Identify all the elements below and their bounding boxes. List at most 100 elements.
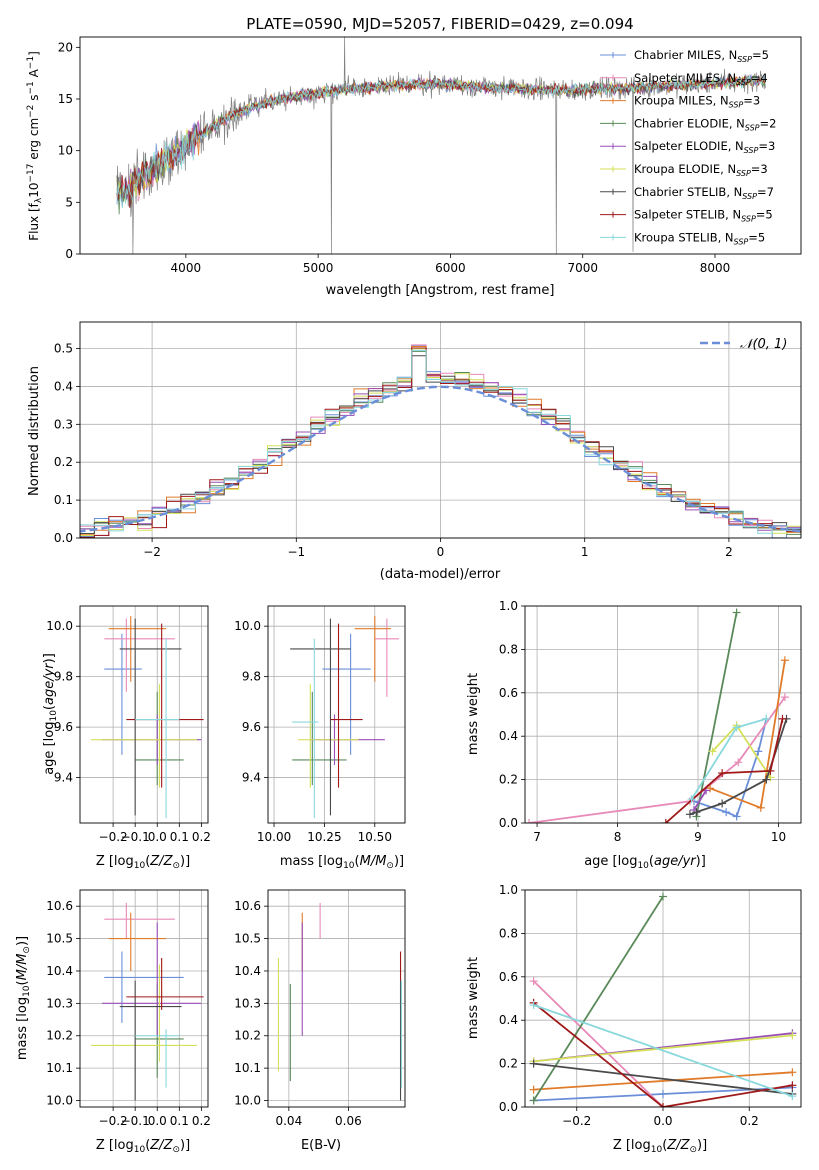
normal-legend-label: 𝒩(0, 1) [740,337,787,352]
legend-subscript: SSP [736,78,751,87]
normal-curve [80,385,801,533]
z-weight-line-kroupa_stelib [533,1004,793,1098]
z-age-xtick-label: −0.2 [99,830,128,844]
z-age-frame [79,605,209,824]
histogram-xtick-label: −2 [143,545,161,559]
mass-age-frame [267,605,406,824]
histogram-data [80,344,801,538]
mass-age-data [290,616,399,818]
spectrum-ytick-label: 10 [58,144,73,158]
z-mass-xtick-label: 0.0 [148,1114,167,1128]
z-mass-ytick-label: 10.2 [46,1029,73,1043]
svg-text:Flux [fλ10−17 erg cm−2 s−1 A−1: Flux [fλ10−17 erg cm−2 s−1 A−1] [26,51,44,241]
histogram-ylabel: Normed distribution [27,366,42,496]
legend-subscript: SSP [745,123,760,132]
z-age-xtick-label: 0.1 [170,830,189,844]
z-weight-line-kroupa_miles [533,1071,793,1091]
z-weight-line-salpeter_stelib [533,1002,793,1107]
z-mass-ytick-label: 10.5 [46,932,73,946]
z-weight-ytick-label: 0.4 [499,1013,518,1027]
histogram-ytick-label: 0.1 [54,493,73,507]
age-weight-ytick-label: 1.0 [499,599,518,613]
z-weight-ylabel: mass weight [466,957,481,1039]
z-weight-ytick-label: 1.0 [499,883,518,897]
mass-age-xtick-label: 10.00 [257,830,291,844]
histogram-xtick-label: 1 [581,545,589,559]
ebv-mass-ytick-label: 10.1 [234,1061,261,1075]
legend-nssp: =3 [751,162,768,176]
mass-age-axes: 10.00 10.25 10.50 9.4 9.6 9.8 10.0 [234,605,406,844]
z-mass-ytick-label: 10.4 [46,964,73,978]
z-weight-line-salpeter_miles [532,980,664,1107]
mass-age-xtick-label: 10.25 [307,830,341,844]
age-weight-line-salpeter_miles [528,696,786,823]
legend-subscript: SSP [736,169,751,178]
z-mass-data [91,902,204,1101]
mass-age-ytick-label: 9.6 [242,720,261,734]
legend-nssp: =4 [751,71,768,85]
histogram-ytick-label: 0.4 [54,379,73,393]
age-weight-ylabel: mass weight [466,673,481,755]
svg-text:mass [log10(M/M⊙)]: mass [log10(M/M⊙)] [15,936,32,1060]
histogram-ytick-label: 0.2 [54,455,73,469]
z-mass-xtick-label: 0.1 [170,1114,189,1128]
z-age-ytick-label: 10.0 [46,619,73,633]
legend-subscript: SSP [734,237,749,246]
age-weight-xtick-label: 7 [533,830,541,844]
svg-text:Z [log10(Z/Z⊙)]: Z [log10(Z/Z⊙)] [96,854,190,871]
svg-text:mass [log10(M/M⊙)]: mass [log10(M/M⊙)] [280,854,404,871]
z-mass-axes: −0.2−0.10.0 0.1 0.2 10.0 10.1 10.2 10.3 10.4 10.… [46,889,211,1128]
spectrum-xtick-label: 5000 [303,261,334,275]
age-weight-grid [525,605,801,824]
z-age-xlabel: Z [log10(Z/Z⊙)] [96,854,190,871]
age-weight-xtick-label: 9 [694,830,702,844]
age-weight-ytick-label: 0.0 [499,816,518,830]
z-age-axes: −0.2−0.10.0 0.1 0.2 9.4 9.6 9.8 10.0 [46,605,211,844]
svg-text:Z [log10(Z/Z⊙)]: Z [log10(Z/Z⊙)] [96,1138,190,1155]
spectrum-ytick-label: 5 [65,195,73,209]
z-weight-xtick-label: 0.0 [653,1114,672,1128]
model-spectrum-kroupa_stelib [116,74,766,209]
z-mass-xlabel: Z [log10(Z/Z⊙)] [96,1138,190,1155]
histogram-xlabel: (data-model)/error [380,567,501,582]
legend-subscript: SSP [741,215,756,224]
z-mass-ytick-label: 10.3 [46,996,73,1010]
z-mass-ytick-label: 10.1 [46,1061,73,1075]
ebv-mass-data [277,902,402,1101]
ebv-mass-ytick-label: 10.5 [234,932,261,946]
age-weight-line-salpeter_elodie [693,790,707,811]
ebv-mass-axes: 0.04 0.06 10.0 10.1 10.2 10.3 10.4 10.5 10.6 [234,889,406,1128]
spectrum-ylabel: Flux [fλ10−17 erg cm−2 s−1 A−1] [26,51,44,241]
z-mass-frame [79,889,209,1108]
z-mass-grid [80,890,208,1107]
z-mass-xtick-label: 0.2 [192,1114,211,1128]
z-weight-axes: −0.2 0.0 0.2 0.0 0.2 0.4 0.6 0.8 1.0 [499,883,802,1128]
ebv-mass-xtick-label: 0.04 [275,1114,302,1128]
legend-nssp: =2 [760,116,777,130]
legend-nssp: =5 [748,230,765,244]
histogram-xtick-label: 2 [725,545,733,559]
z-age-ytick-label: 9.6 [54,720,73,734]
ebv-mass-xtick-label: 0.06 [335,1114,362,1128]
z-age-xtick-label: −0.1 [121,830,150,844]
svg-text:age [log10(age/yr)]: age [log10(age/yr)] [42,653,59,775]
spectrum-xlabel: wavelength [Angstrom, rest frame] [326,283,555,298]
spectrum-xtick-label: 8000 [700,261,731,275]
histogram-ytick-label: 0.0 [54,531,73,545]
ebv-mass-ytick-label: 10.2 [234,1029,261,1043]
z-weight-line-chabrier_elodie [532,896,664,1101]
legend-nssp: =5 [752,48,769,62]
legend-label-kroupa_miles: Kroupa MILES, NSSP=3 [634,94,760,110]
legend-label-salpeter_elodie: Salpeter ELODIE, NSSP=3 [634,139,775,155]
ebv-mass-frame [267,889,406,1108]
z-mass-xtick-label: −0.2 [99,1114,128,1128]
z-age-data [91,616,204,818]
ebv-mass-ytick-label: 10.4 [234,964,261,978]
age-weight-axes: 7 8 9 10 0.0 0.2 0.4 0.6 0.8 1.0 [499,599,802,844]
spectrum-axes: 4000 5000 6000 7000 8000 0 5 10 15 20 Chabrier MIL… [58,36,802,275]
histogram-kroupa_stelib [80,349,801,534]
z-weight-frame [524,889,802,1108]
z-weight-xlabel: Z [log10(Z/Z⊙)] [613,1138,707,1155]
